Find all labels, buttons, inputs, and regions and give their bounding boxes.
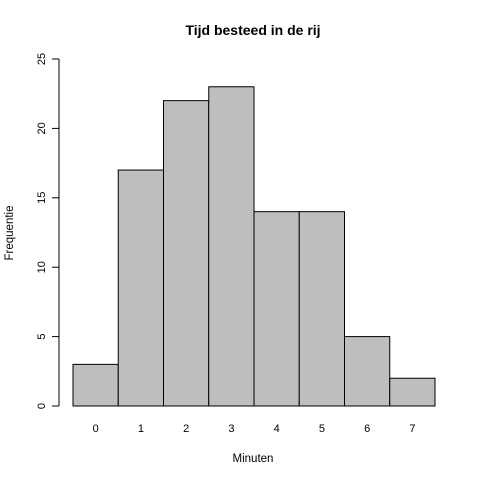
y-tick-label: 15 (36, 192, 48, 204)
bar-1 (117, 169, 164, 407)
chart-title: Tijd besteed in de rij (185, 22, 320, 38)
bar-7 (389, 377, 436, 407)
y-tick-label: 5 (36, 334, 48, 340)
bar-3 (208, 86, 255, 407)
y-axis: 0 5 10 15 20 25 (36, 53, 60, 409)
y-tick-label: 10 (36, 261, 48, 273)
x-tick-label: 1 (138, 423, 144, 435)
x-tick-label: 5 (319, 423, 325, 435)
x-axis-tick-labels: 0 1 2 3 4 5 6 7 (93, 423, 416, 435)
bar-0 (72, 363, 119, 407)
x-tick-label: 3 (228, 423, 234, 435)
x-tick-label: 6 (364, 423, 370, 435)
x-tick-label: 4 (274, 423, 280, 435)
bar-5 (298, 211, 345, 407)
x-tick-label: 0 (93, 423, 99, 435)
x-tick-label: 7 (409, 423, 415, 435)
bar-4 (253, 211, 300, 407)
x-axis-label: Minuten (233, 453, 274, 465)
y-tick-label: 25 (36, 53, 48, 65)
y-tick-label: 20 (36, 122, 48, 134)
bar-2 (163, 100, 210, 407)
x-tick-label: 2 (183, 423, 189, 435)
bars-group (72, 86, 436, 407)
y-axis-label: Frequentie (4, 206, 16, 261)
y-tick-label: 0 (36, 403, 48, 409)
bar-6 (344, 336, 391, 407)
